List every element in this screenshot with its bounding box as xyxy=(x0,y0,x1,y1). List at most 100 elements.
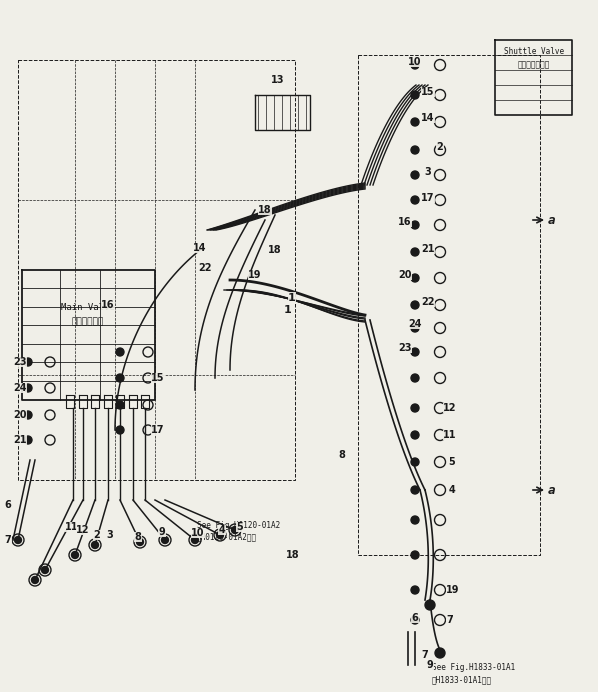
Circle shape xyxy=(24,411,32,419)
Text: 7: 7 xyxy=(447,615,453,625)
Text: 3: 3 xyxy=(425,167,431,177)
Circle shape xyxy=(411,118,419,126)
Text: 8: 8 xyxy=(338,450,346,460)
Circle shape xyxy=(72,552,78,558)
Text: 23: 23 xyxy=(13,357,27,367)
Circle shape xyxy=(116,401,124,409)
Circle shape xyxy=(411,171,419,179)
Text: シャトルバルブ: シャトルバルブ xyxy=(518,60,550,69)
Circle shape xyxy=(411,61,419,69)
Circle shape xyxy=(411,458,419,466)
Text: See Fig.H0120-01A2: See Fig.H0120-01A2 xyxy=(197,520,280,529)
Circle shape xyxy=(14,536,22,543)
Text: Shuttle Valve: Shuttle Valve xyxy=(504,48,564,57)
Text: 11: 11 xyxy=(443,430,457,440)
Text: 7: 7 xyxy=(422,650,428,660)
Text: 18: 18 xyxy=(258,205,272,215)
Circle shape xyxy=(216,531,224,538)
Text: a: a xyxy=(548,484,556,496)
Text: 5: 5 xyxy=(448,457,455,467)
Circle shape xyxy=(411,146,419,154)
Circle shape xyxy=(411,404,419,412)
Circle shape xyxy=(411,616,419,624)
Text: 22: 22 xyxy=(199,263,212,273)
Circle shape xyxy=(425,600,435,610)
Text: 2: 2 xyxy=(94,530,100,540)
Circle shape xyxy=(191,536,199,543)
Circle shape xyxy=(231,527,239,534)
Circle shape xyxy=(41,567,48,574)
Circle shape xyxy=(411,274,419,282)
Circle shape xyxy=(32,576,38,583)
Text: メインバルブ: メインバルブ xyxy=(72,318,104,327)
Text: 12: 12 xyxy=(77,525,90,535)
Circle shape xyxy=(411,348,419,356)
Text: 24: 24 xyxy=(13,383,27,393)
Circle shape xyxy=(116,426,124,434)
Text: Main Valve: Main Valve xyxy=(61,304,115,313)
Circle shape xyxy=(411,551,419,559)
Text: 9: 9 xyxy=(158,527,166,537)
Text: 14: 14 xyxy=(193,243,207,253)
Text: 18: 18 xyxy=(286,550,300,560)
Text: 第H0120-01A2参照: 第H0120-01A2参照 xyxy=(197,533,257,542)
Circle shape xyxy=(411,516,419,524)
Text: 19: 19 xyxy=(248,270,262,280)
Text: 15: 15 xyxy=(421,87,435,97)
Text: a: a xyxy=(548,214,556,226)
Text: 1: 1 xyxy=(288,293,296,303)
Text: 3: 3 xyxy=(106,530,114,540)
Circle shape xyxy=(24,384,32,392)
Circle shape xyxy=(24,358,32,366)
Text: 16: 16 xyxy=(398,217,412,227)
Circle shape xyxy=(411,431,419,439)
Text: 17: 17 xyxy=(151,425,165,435)
Text: 6: 6 xyxy=(5,500,11,510)
Text: 14: 14 xyxy=(421,113,435,123)
Text: 5: 5 xyxy=(237,522,243,532)
Text: 8: 8 xyxy=(135,532,142,542)
Text: 11: 11 xyxy=(65,522,79,532)
Circle shape xyxy=(136,538,144,545)
Text: 17: 17 xyxy=(421,193,435,203)
Text: 4: 4 xyxy=(448,485,455,495)
Text: 13: 13 xyxy=(271,75,285,85)
Circle shape xyxy=(411,586,419,594)
Circle shape xyxy=(161,536,169,543)
Text: 10: 10 xyxy=(191,528,205,538)
Text: 12: 12 xyxy=(443,403,457,413)
Text: 15: 15 xyxy=(151,373,165,383)
Circle shape xyxy=(411,324,419,332)
Text: 21: 21 xyxy=(13,435,27,445)
Text: 第H1833-01A1参照: 第H1833-01A1参照 xyxy=(432,675,492,684)
Text: 19: 19 xyxy=(446,585,460,595)
Text: 10: 10 xyxy=(408,57,422,67)
Circle shape xyxy=(411,374,419,382)
Circle shape xyxy=(411,486,419,494)
Text: 23: 23 xyxy=(398,343,412,353)
Text: 9: 9 xyxy=(426,660,434,670)
Text: 20: 20 xyxy=(13,410,27,420)
Text: 16: 16 xyxy=(101,300,115,310)
Circle shape xyxy=(91,542,99,549)
Circle shape xyxy=(411,248,419,256)
Text: 22: 22 xyxy=(421,297,435,307)
Text: 4: 4 xyxy=(219,525,225,535)
Circle shape xyxy=(116,374,124,382)
Circle shape xyxy=(116,348,124,356)
Text: 6: 6 xyxy=(411,613,419,623)
Text: 18: 18 xyxy=(268,245,282,255)
Text: 21: 21 xyxy=(421,244,435,254)
Text: 7: 7 xyxy=(5,535,11,545)
Circle shape xyxy=(411,301,419,309)
Text: See Fig.H1833-01A1: See Fig.H1833-01A1 xyxy=(432,664,515,673)
Circle shape xyxy=(411,196,419,204)
Circle shape xyxy=(24,436,32,444)
Circle shape xyxy=(411,221,419,229)
Circle shape xyxy=(435,648,445,658)
Text: 1: 1 xyxy=(284,305,292,315)
Circle shape xyxy=(411,91,419,99)
Text: 20: 20 xyxy=(398,270,412,280)
Text: 2: 2 xyxy=(437,142,443,152)
Text: 24: 24 xyxy=(408,319,422,329)
